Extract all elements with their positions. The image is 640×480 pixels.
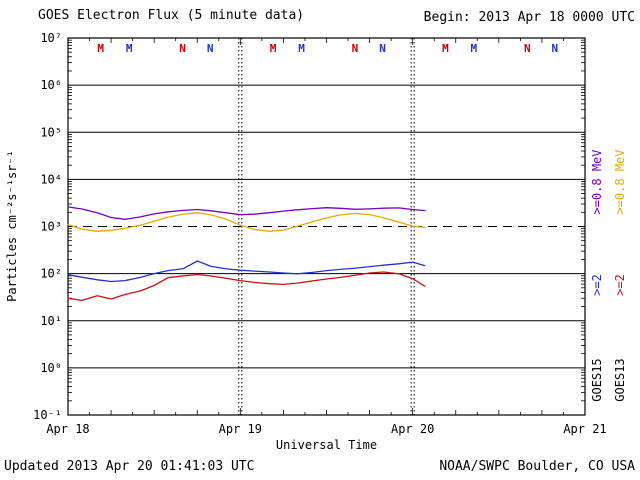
satellite-marker-letter: N — [552, 42, 559, 55]
satellite-marker-letter: M — [442, 42, 449, 55]
credit-text: NOAA/SWPC Boulder, CO USA — [439, 459, 635, 474]
plot-border — [67, 37, 586, 416]
satellite-marker-letter: M — [97, 42, 104, 55]
y-tick-label: 10⁷ — [40, 31, 62, 45]
satellite-marker-letter: N — [179, 42, 186, 55]
y-tick-label: 10⁶ — [40, 78, 62, 92]
begin-timestamp: Begin: 2013 Apr 18 0000 UTC — [423, 10, 635, 25]
x-tick-label: Apr 21 — [563, 422, 606, 436]
legend-goes15-energy-0p8: >=0.8 MeV — [590, 149, 604, 215]
y-tick-label: 10³ — [40, 220, 62, 234]
x-tick-label: Apr 19 — [219, 422, 262, 436]
series-line-goes13-2-mev — [67, 271, 426, 302]
legend-goes13-name: GOES13 — [613, 358, 627, 402]
y-tick-label: 10² — [40, 267, 62, 281]
legend-goes13-energy-0p8: >=0.8 MeV — [613, 149, 627, 215]
y-tick-label: 10⁴ — [40, 172, 62, 186]
satellite-marker-letter: N — [207, 42, 214, 55]
satellite-marker-letter: N — [524, 42, 531, 55]
y-tick-label: 10¹ — [40, 314, 62, 328]
series-line-goes13-0-8-mev — [67, 212, 426, 232]
x-tick-label: Apr 18 — [46, 422, 89, 436]
satellite-marker-letter: N — [379, 42, 386, 55]
satellite-marker-letter: M — [471, 42, 478, 55]
legend-goes15-name: GOES15 — [590, 358, 604, 402]
satellite-marker-letter: M — [126, 42, 133, 55]
satellite-marker-letter: N — [352, 42, 359, 55]
y-tick-label: 10⁵ — [40, 125, 62, 139]
updated-timestamp: Updated 2013 Apr 20 01:41:03 UTC — [4, 459, 255, 474]
page-title: GOES Electron Flux (5 minute data) — [38, 8, 305, 23]
y-axis-label: Particles cm⁻²s⁻¹sr⁻¹ — [5, 150, 19, 302]
y-tick-label: 10⁰ — [40, 361, 62, 375]
satellite-marker-letter: M — [270, 42, 277, 55]
y-tick-label: 10⁻¹ — [33, 408, 62, 422]
x-axis-label: Universal Time — [275, 438, 378, 452]
x-tick-label: Apr 20 — [391, 422, 434, 436]
series-line-goes15-0-8-mev — [67, 206, 426, 220]
series-line-goes15-2-mev — [67, 260, 426, 283]
satellite-marker-letter: M — [298, 42, 305, 55]
